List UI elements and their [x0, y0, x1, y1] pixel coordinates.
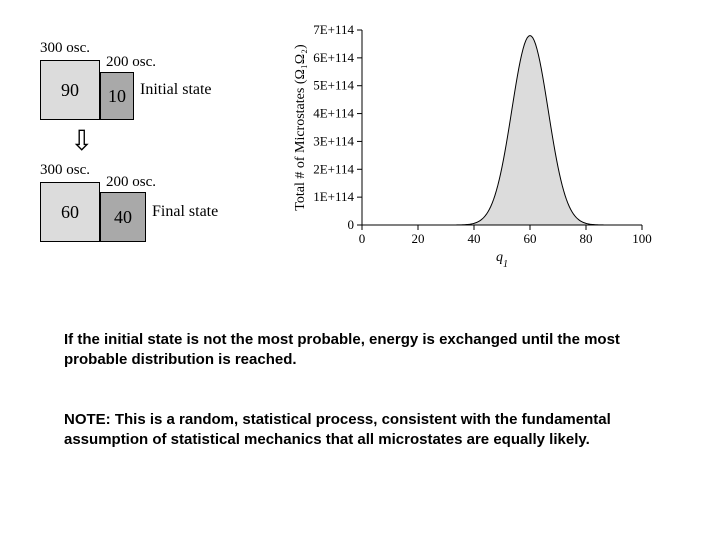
- svg-text:4E+114: 4E+114: [313, 106, 354, 121]
- svg-text:Total # of Microstates (Ω₁Ω₂): Total # of Microstates (Ω₁Ω₂): [293, 44, 308, 211]
- initial-right-box: 10: [100, 72, 134, 120]
- osc-left-label-final: 300 osc.: [40, 162, 90, 179]
- final-right-box: 40: [100, 192, 146, 242]
- svg-text:7E+114: 7E+114: [313, 22, 354, 37]
- svg-text:60: 60: [524, 231, 537, 246]
- initial-left-box: 90: [40, 60, 100, 120]
- svg-text:0: 0: [359, 231, 366, 246]
- initial-state-label: Initial state: [140, 81, 212, 99]
- svg-text:0: 0: [348, 217, 355, 232]
- svg-text:5E+114: 5E+114: [313, 78, 354, 93]
- svg-text:100: 100: [632, 231, 652, 246]
- final-left-box: 60: [40, 182, 100, 242]
- initial-right-value: 10: [108, 86, 126, 107]
- initial-left-value: 90: [61, 80, 79, 101]
- microstates-chart: 0 20 40 60 80 100 q1 0 1E+114 2E+114 3E+114 4E+114 5…: [290, 20, 670, 275]
- svg-text:6E+114: 6E+114: [313, 50, 354, 65]
- svg-text:40: 40: [468, 231, 481, 246]
- caption-note: NOTE: This is a random, statistical proc…: [64, 410, 664, 451]
- osc-left-label: 300 osc.: [40, 40, 90, 57]
- final-right-value: 40: [114, 207, 132, 228]
- svg-text:1E+114: 1E+114: [313, 189, 354, 204]
- svg-text:2E+114: 2E+114: [313, 161, 354, 176]
- arrow-down-icon: ⇩: [70, 124, 240, 158]
- chart-svg: 0 20 40 60 80 100 q1 0 1E+114 2E+114 3E+114 4E+114 5…: [290, 20, 670, 270]
- caption-main: If the initial state is not the most pro…: [64, 330, 644, 371]
- svg-text:q1: q1: [496, 250, 508, 270]
- svg-text:20: 20: [412, 231, 425, 246]
- svg-text:80: 80: [580, 231, 593, 246]
- final-left-value: 60: [61, 202, 79, 223]
- final-state-label: Final state: [152, 203, 218, 221]
- svg-text:3E+114: 3E+114: [313, 133, 354, 148]
- state-diagram: 300 osc. 200 osc. 90 10 Initial state ⇩ …: [40, 40, 240, 242]
